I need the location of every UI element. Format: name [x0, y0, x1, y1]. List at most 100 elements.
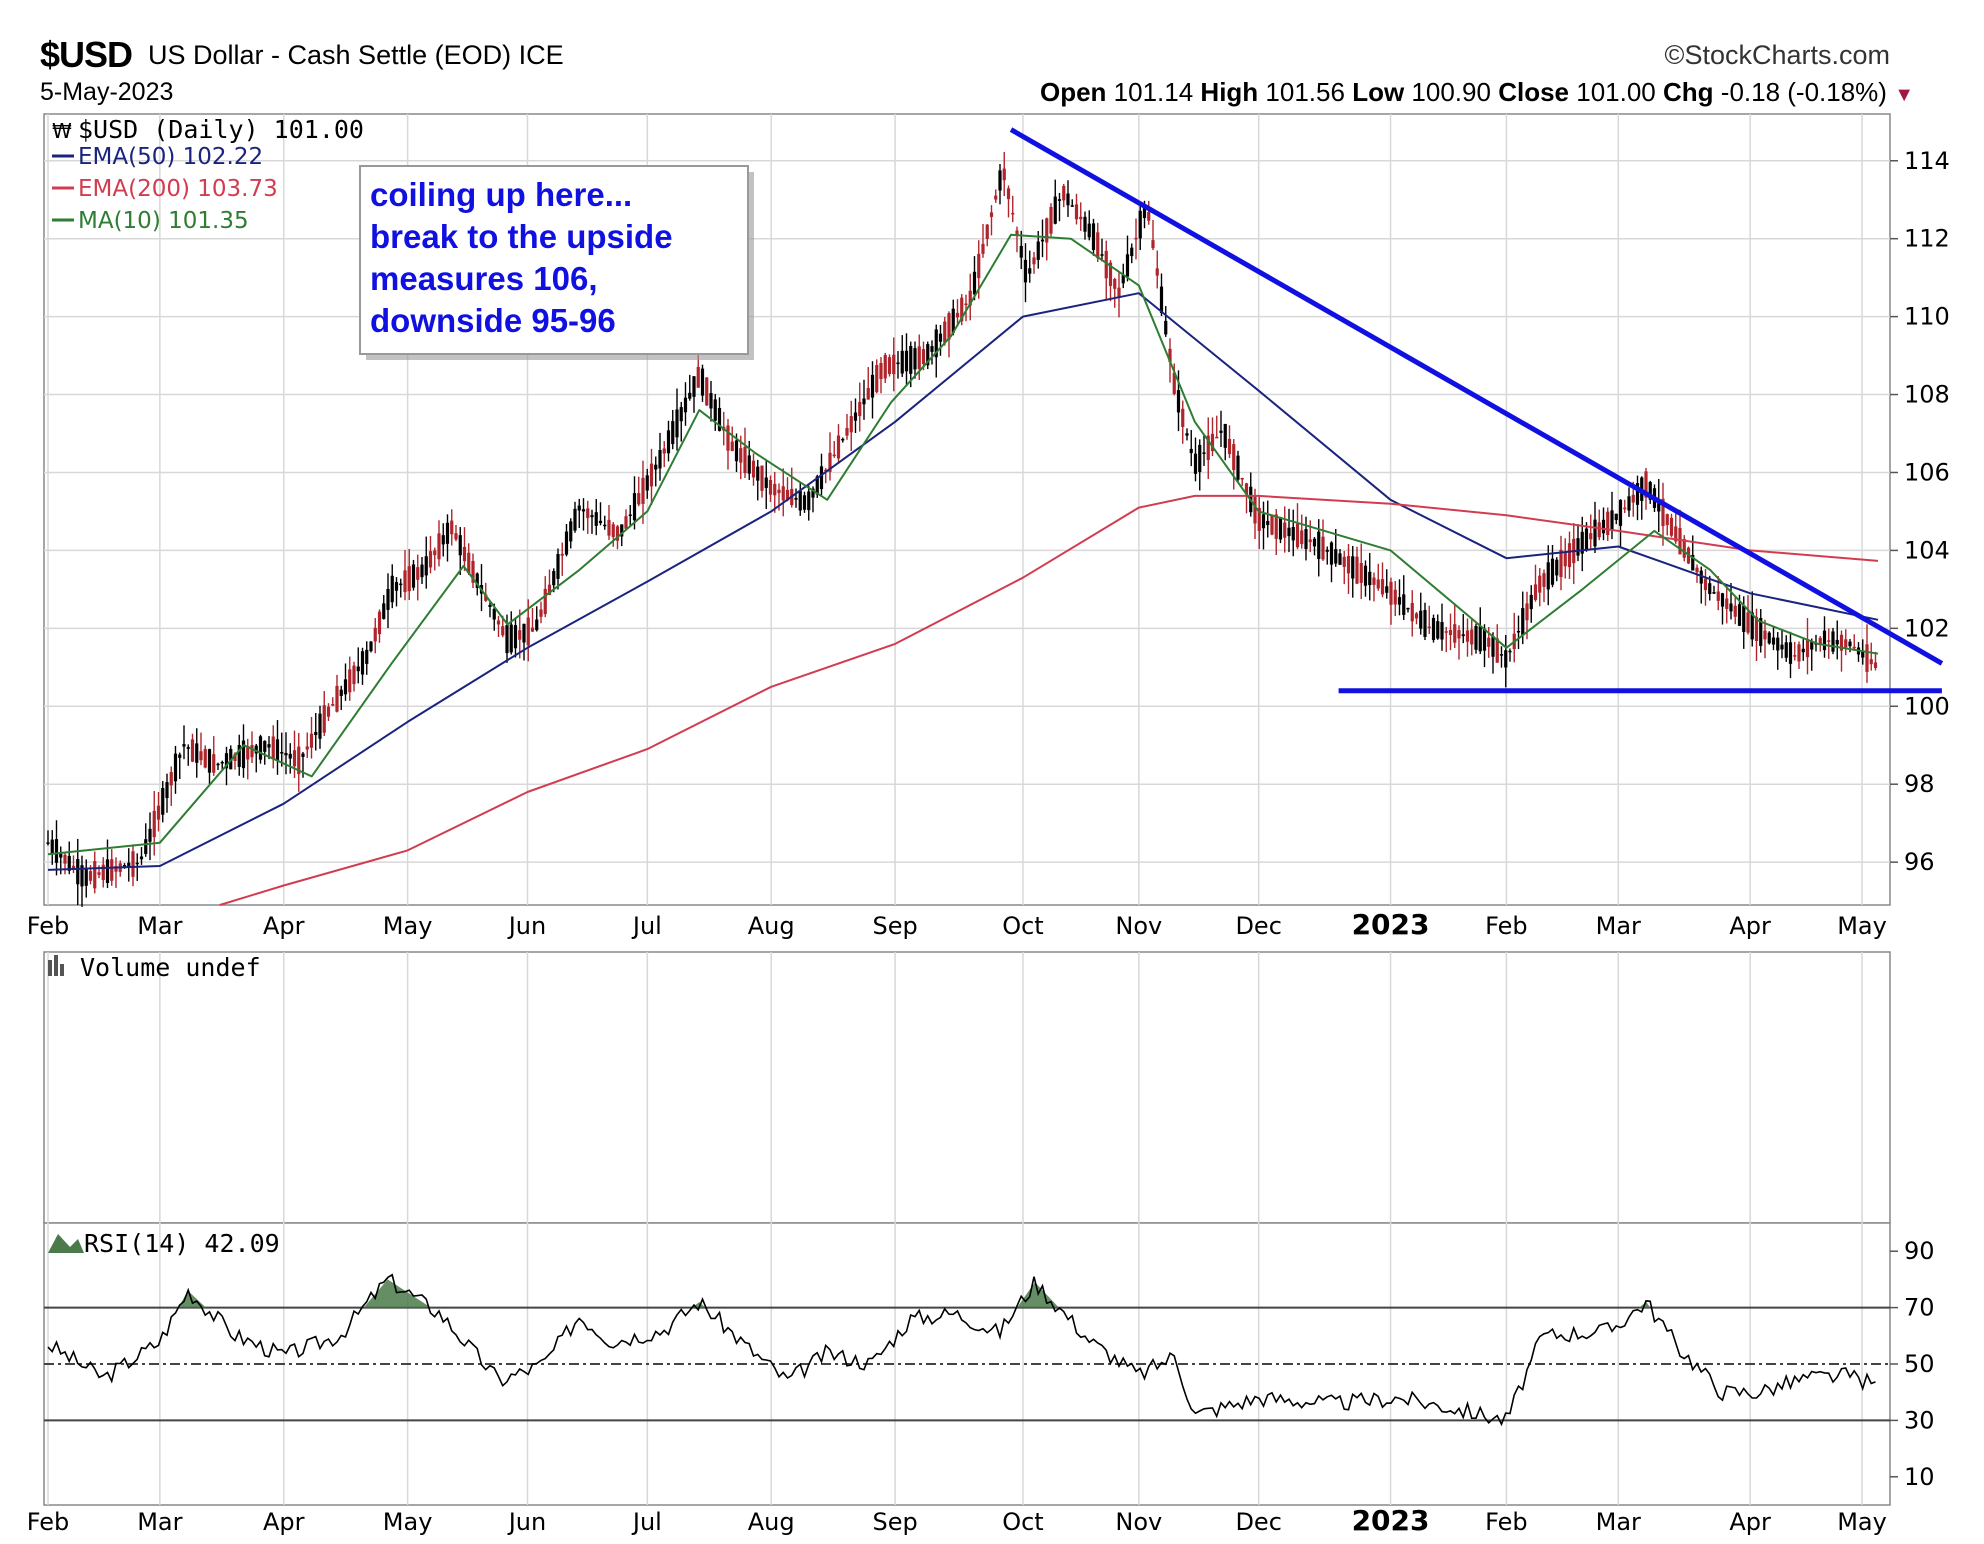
price-candle — [730, 441, 734, 451]
price-candle — [1036, 241, 1040, 260]
price-candle — [1482, 628, 1487, 651]
price-candle — [1567, 543, 1572, 568]
price-candle — [67, 855, 71, 871]
price-candle — [399, 583, 403, 586]
price-candle — [76, 859, 80, 885]
price-candle — [1419, 610, 1423, 629]
price-candle — [1440, 621, 1444, 640]
price-candle — [900, 350, 904, 374]
price-candle — [798, 490, 802, 511]
price-candle — [751, 460, 756, 478]
price-candle — [496, 620, 501, 625]
price-candle — [1499, 654, 1504, 656]
resistance-trendline — [1009, 127, 1944, 666]
symbol-description: US Dollar - Cash Settle (EOD) ICE — [148, 40, 564, 70]
price-candle — [1431, 617, 1436, 640]
price-candle — [913, 348, 917, 370]
price-candle — [1742, 605, 1746, 632]
price-candle — [1725, 598, 1729, 609]
price-candle — [1861, 651, 1865, 658]
price-candle — [114, 865, 118, 872]
price-candle — [866, 388, 870, 400]
price-candle — [216, 763, 220, 766]
price-candle — [280, 752, 284, 754]
price-candle — [794, 497, 798, 500]
price-candle — [530, 627, 535, 632]
price-candle — [666, 430, 671, 454]
price-candle — [458, 535, 462, 556]
price-candle — [1648, 482, 1652, 500]
price-candle — [760, 465, 764, 491]
price-candle — [1385, 586, 1389, 593]
price-candle — [1193, 453, 1198, 474]
price-candle — [649, 463, 654, 487]
price-candle — [1848, 641, 1852, 647]
price-candle — [955, 312, 960, 318]
price-candle — [1227, 438, 1232, 455]
price-candle — [1699, 570, 1703, 584]
price-candle — [926, 344, 930, 366]
price-candle — [254, 745, 258, 754]
price-candle — [1257, 508, 1261, 531]
price-candle — [1308, 539, 1312, 543]
y-tick-label: 110 — [1904, 303, 1950, 331]
price-candle — [326, 706, 331, 717]
price-candle — [131, 851, 135, 877]
x-tick-label: Jul — [631, 1508, 662, 1536]
price-candle — [1223, 423, 1227, 448]
price-candle — [785, 489, 790, 501]
price-candle — [101, 864, 105, 881]
price-candle — [836, 435, 841, 459]
price-candle — [314, 731, 318, 736]
price-candle — [1754, 616, 1759, 641]
price-candle — [509, 624, 513, 653]
price-candle — [981, 243, 985, 254]
chart-date: 5-May-2023 — [40, 78, 174, 106]
price-candle — [71, 865, 76, 870]
price-candle — [1355, 556, 1359, 584]
price-candle — [1784, 642, 1788, 658]
price-candle — [492, 608, 496, 620]
price-candle — [386, 588, 390, 610]
price-candle — [1763, 630, 1767, 640]
price-candle — [938, 333, 943, 342]
price-candle — [1168, 348, 1172, 363]
price-candle — [1138, 210, 1142, 239]
low-label: Low — [1352, 77, 1405, 107]
price-candle — [403, 570, 407, 593]
price-candle — [1113, 279, 1117, 289]
price-candle — [1427, 626, 1431, 629]
price-candle — [1682, 539, 1686, 558]
price-candle — [577, 505, 581, 511]
price-candle — [781, 486, 785, 501]
x-tick-label: Nov — [1115, 912, 1162, 940]
price-candle — [365, 649, 369, 664]
price-candle — [1597, 522, 1601, 538]
price-candle — [1376, 579, 1380, 589]
price-candle — [84, 868, 88, 886]
price-candle — [692, 376, 696, 397]
price-candle — [1172, 372, 1176, 394]
price-candle — [1406, 607, 1410, 610]
price-candle — [343, 679, 348, 695]
price-candle — [1189, 448, 1193, 454]
price-candle — [1788, 642, 1793, 664]
price-candle — [161, 788, 165, 815]
price-candle — [552, 570, 556, 586]
price-candle — [620, 524, 624, 537]
brand-label[interactable]: ©StockCharts.com — [1664, 40, 1890, 70]
volume-label: Volume undef — [80, 953, 261, 982]
x-tick-label: Apr — [263, 912, 305, 940]
price-candle — [258, 736, 263, 760]
price-candle — [407, 566, 411, 592]
price-candle — [802, 495, 807, 510]
rsi-tick-label: 10 — [1904, 1463, 1935, 1491]
price-candle — [811, 488, 815, 498]
price-candle — [1550, 558, 1555, 585]
price-candle — [1070, 205, 1074, 207]
price-candle — [968, 290, 972, 306]
x-tick-label: Feb — [1485, 912, 1528, 940]
price-candle — [165, 782, 169, 799]
price-candle — [1108, 262, 1113, 286]
x-tick-label: Aug — [748, 1508, 795, 1536]
